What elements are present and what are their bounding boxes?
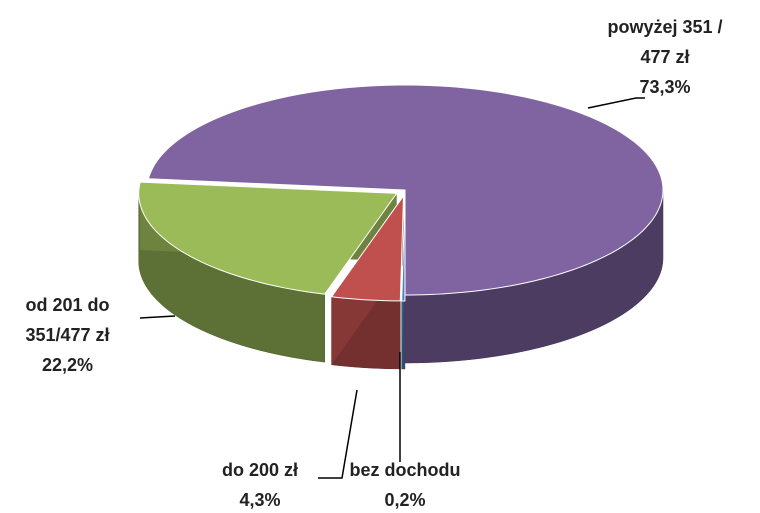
- slice: [138, 181, 398, 295]
- label: bez dochodu 0,2%: [335, 455, 475, 513]
- value-label: 0,2%: [384, 490, 426, 510]
- value-label: 22,2%: [41, 355, 94, 375]
- category-label: do 200 zł: [221, 460, 299, 480]
- label: do 200 zł 4,3%: [200, 455, 320, 513]
- leader-line: [318, 389, 358, 479]
- category-label: bez dochodu: [349, 460, 461, 480]
- value-label: 73,3%: [639, 77, 691, 97]
- label: powyżej 351 / 477 zł 73,3%: [595, 12, 735, 102]
- leader-line: [587, 97, 645, 109]
- leader-line: [139, 315, 176, 319]
- value-label: 4,3%: [239, 490, 281, 510]
- label: od 201 do 351/477 zł 22,2%: [5, 290, 130, 380]
- slice: [147, 84, 664, 296]
- slice: [401, 195, 406, 302]
- category-label: od 201 do 351/477 zł: [25, 295, 110, 345]
- category-label: powyżej 351 / 477 zł: [607, 17, 723, 67]
- tops: [138, 84, 664, 302]
- slice: [330, 194, 405, 302]
